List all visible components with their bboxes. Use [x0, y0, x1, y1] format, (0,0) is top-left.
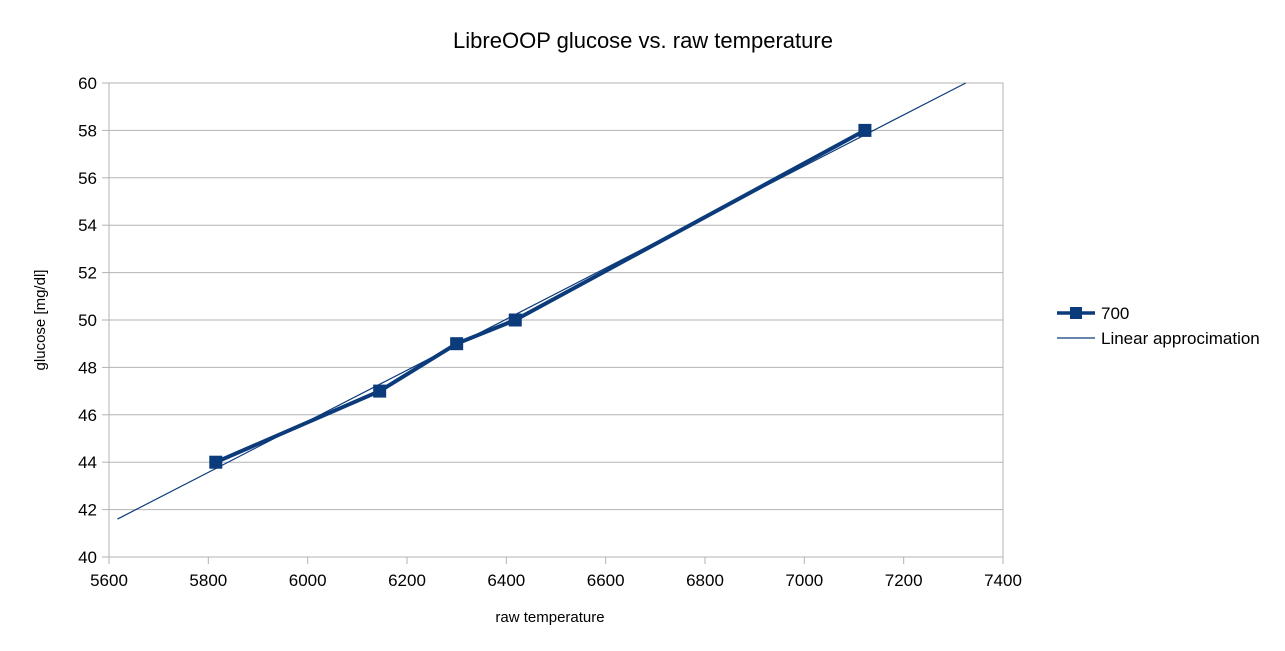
- y-tick-label: 42: [78, 501, 97, 520]
- x-tick-label: 7200: [885, 571, 923, 590]
- data-point-marker: [373, 384, 387, 398]
- x-tick-label: 7000: [785, 571, 823, 590]
- y-tick-label: 58: [78, 121, 97, 140]
- x-tick-label: 5800: [189, 571, 227, 590]
- trendline: [117, 82, 967, 520]
- x-tick-label: 7400: [984, 571, 1022, 590]
- x-axis-ticks: 5600 5800 6000 6200 6400 6600 6800 7000 7200 7400: [90, 557, 1022, 590]
- y-tick-label: 44: [78, 453, 97, 472]
- data-point-marker: [858, 123, 872, 137]
- y-tick-label: 48: [78, 358, 97, 377]
- y-axis-label: glucose [mg/dl]: [32, 270, 49, 371]
- legend-series-label: 700: [1101, 304, 1129, 323]
- x-tick-label: 6200: [388, 571, 426, 590]
- x-tick-label: 6400: [487, 571, 525, 590]
- y-tick-label: 54: [78, 216, 97, 235]
- chart-title: LibreOOP glucose vs. raw temperature: [453, 28, 833, 53]
- x-tick-label: 5600: [90, 571, 128, 590]
- x-axis-label: raw temperature: [495, 609, 604, 626]
- x-tick-label: 6800: [686, 571, 724, 590]
- x-tick-label: 6000: [289, 571, 327, 590]
- y-tick-label: 56: [78, 169, 97, 188]
- data-point-marker: [209, 455, 223, 469]
- data-point-marker: [508, 313, 522, 327]
- series-line: [214, 128, 866, 465]
- x-tick-label: 6600: [587, 571, 625, 590]
- grid-lines: [109, 82, 1003, 558]
- y-tick-label: 60: [78, 74, 97, 93]
- trendline-group: [117, 82, 967, 520]
- legend-trendline-label: Linear approcimation: [1101, 329, 1260, 348]
- y-tick-label: 40: [78, 548, 97, 567]
- y-tick-label: 46: [78, 406, 97, 425]
- y-axis-ticks: 40 42 44 46 48 50 52 54 56 58 60: [78, 74, 109, 567]
- y-tick-label: 52: [78, 264, 97, 283]
- legend: 700 Linear approcimation: [1057, 304, 1260, 348]
- data-point-marker: [450, 337, 464, 351]
- y-tick-label: 50: [78, 311, 97, 330]
- series-group: [209, 123, 872, 469]
- legend-series-marker: [1070, 307, 1082, 319]
